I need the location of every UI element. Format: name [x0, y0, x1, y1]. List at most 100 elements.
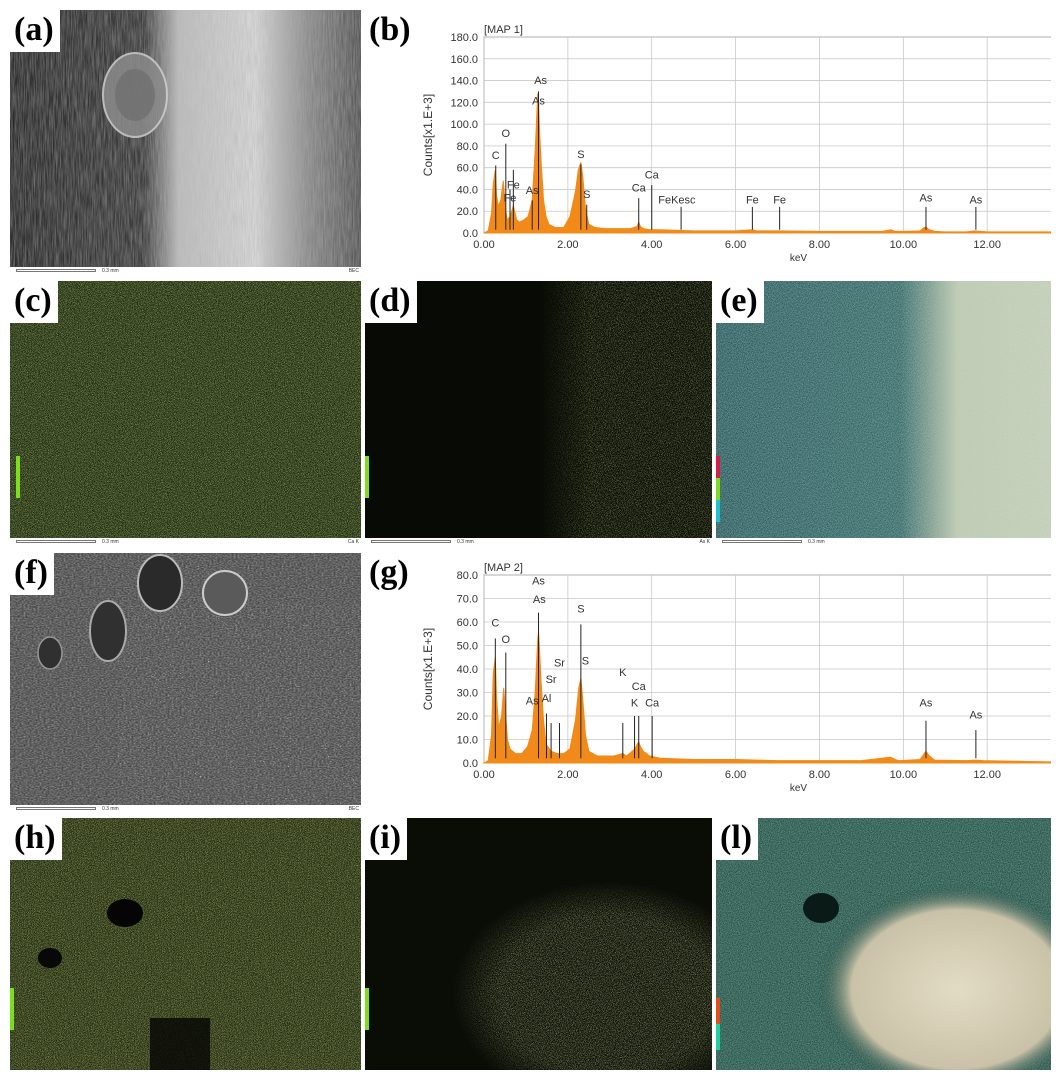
panel-h-ca-map: (h) [10, 818, 361, 1070]
y-tick-label: 60.0 [457, 163, 478, 175]
panel-letter: (h) [10, 818, 62, 860]
peak-label: S [583, 189, 590, 201]
panel-letter: (f) [10, 553, 54, 595]
element-map-e [716, 281, 1051, 546]
x-tick-label: 10.00 [890, 769, 918, 781]
y-tick-label: 100.0 [450, 119, 478, 131]
spectrum-series [482, 631, 1051, 764]
panel-a-sem-image: (a) 0.3 mm BEC [10, 10, 361, 275]
peak-label: Fe [773, 195, 786, 207]
x-tick-label: 6.00 [725, 769, 746, 781]
panel-i-as-map: (i) [365, 818, 712, 1070]
y-tick-label: 80.0 [457, 570, 478, 582]
x-tick-label: 0.00 [473, 769, 494, 781]
peak-label: Fe [507, 179, 520, 191]
panel-letter: (i) [365, 818, 408, 860]
chart-title: [MAP 2] [484, 562, 523, 574]
x-tick-label: 2.00 [557, 769, 578, 781]
peak-label: As [920, 192, 933, 204]
peak-label: As [920, 698, 933, 710]
y-tick-label: 160.0 [450, 54, 478, 66]
x-tick-label: 8.00 [809, 769, 830, 781]
y-tick-label: 180.0 [450, 32, 478, 44]
peak-label: Al [542, 693, 552, 705]
scale-bar: 0.3 mm [716, 538, 1051, 546]
y-tick-label: 140.0 [450, 76, 478, 88]
panel-f-sem-image: (f) 0.3 mm BEC [10, 553, 361, 813]
peak-label: S [577, 604, 584, 616]
x-tick-label: 12.00 [973, 239, 1001, 251]
peak-label: Ca [632, 183, 647, 195]
y-tick-label: 60.0 [457, 617, 478, 629]
panel-letter: (e) [716, 281, 764, 323]
detector-label: BEC [348, 268, 359, 274]
x-tick-label: 8.00 [809, 239, 830, 251]
y-tick-label: 70.0 [457, 594, 478, 606]
element-map-h [10, 818, 361, 1070]
peak-label: O [502, 128, 511, 140]
plot-area [483, 36, 1051, 234]
panel-d-as-map: (d) 0.3 mm As K [365, 281, 712, 546]
peak-label: As [969, 195, 982, 207]
peak-label: Sr [554, 658, 565, 670]
sem-micrograph-f [10, 553, 361, 813]
panel-l-overlay-map: (l) [716, 818, 1051, 1070]
peak-label: As [526, 185, 539, 197]
peak-label: As [532, 575, 545, 587]
peak-label: S [582, 655, 589, 667]
peak-label: Fe [746, 195, 759, 207]
scale-label: 0.3 mm [102, 268, 119, 274]
peak-label: As [532, 96, 545, 108]
peak-label: O [502, 634, 511, 646]
scale-label: 0.3 mm [102, 806, 119, 812]
y-tick-label: 0.0 [463, 758, 478, 770]
y-axis-label: Counts[x1.E+3] [421, 94, 435, 176]
peak-label: S [577, 149, 584, 161]
y-tick-label: 0.0 [463, 228, 478, 240]
x-tick-label: 0.00 [473, 239, 494, 251]
y-tick-label: 40.0 [457, 184, 478, 196]
panel-e-overlay-map: (e) 0.3 mm [716, 281, 1051, 546]
x-tick-label: 2.00 [557, 239, 578, 251]
y-tick-label: 40.0 [457, 664, 478, 676]
y-tick-label: 30.0 [457, 688, 478, 700]
peak-label: C [491, 618, 499, 630]
panel-letter: (c) [10, 281, 58, 323]
peak-label: Fe [504, 192, 517, 204]
panel-letter: (b) [369, 11, 411, 48]
chart-title: [MAP 1] [484, 24, 523, 36]
y-tick-label: 80.0 [457, 141, 478, 153]
panel-letter: (d) [365, 281, 417, 323]
peak-label: As [534, 75, 547, 87]
x-tick-label: 10.00 [890, 239, 918, 251]
y-tick-label: 20.0 [457, 206, 478, 218]
element-map-l [716, 818, 1051, 1070]
scale-bar: 0.3 mm BEC [10, 267, 361, 275]
element-map-c [10, 281, 361, 546]
scale-bar: 0.3 mm As K [365, 538, 712, 546]
detector-label: As K [699, 539, 710, 545]
eds-spectrum-chart-b: 0.0 20.0 40.0 60.0 80.0 100.0 120.0 140.0 160.0 1… [421, 24, 1051, 264]
peak-label: Ca [632, 681, 647, 693]
x-axis-label: keV [790, 253, 808, 264]
x-tick-label: 4.00 [641, 239, 662, 251]
y-axis-label: Counts[x1.E+3] [421, 628, 435, 710]
x-tick-label: 6.00 [725, 239, 746, 251]
peak-label: Sr [546, 674, 557, 686]
scale-bar: 0.3 mm Ca K [10, 538, 361, 546]
element-map-d [365, 281, 712, 546]
scale-label: 0.3 mm [457, 539, 474, 545]
detector-label: Ca K [347, 539, 359, 545]
element-map-i [365, 818, 712, 1070]
peak-label: K [619, 667, 627, 679]
scale-label: 0.3 mm [808, 539, 825, 545]
peak-label: As [533, 594, 546, 606]
y-tick-label: 50.0 [457, 641, 478, 653]
detector-label: BEC [348, 806, 359, 812]
eds-spectrum-chart-g: 0.0 10.0 20.0 30.0 40.0 50.0 60.0 70.0 80.0 0.00 2… [421, 562, 1051, 794]
panel-g-spectrum: (g) 0.0 10.0 20.0 30.0 40.0 50.0 60.0 70.0 80.0 0… [365, 553, 1051, 813]
panel-b-spectrum: (b) 0.0 20.0 40.0 60.0 80.0 100.0 120.0 140.0 16… [365, 10, 1051, 275]
peak-label: As [969, 709, 982, 721]
panel-letter: (a) [10, 10, 60, 52]
peak-label: C [492, 150, 500, 162]
